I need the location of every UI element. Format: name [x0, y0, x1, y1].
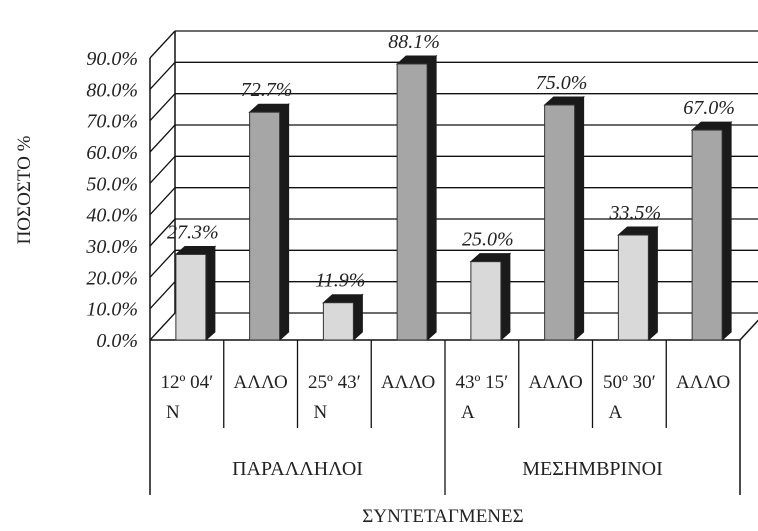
bar-side: [500, 252, 511, 342]
category-sublabel: N: [166, 402, 180, 423]
bar: [469, 252, 512, 342]
bar-front: [544, 104, 576, 341]
bar: [248, 103, 290, 342]
x-axis-table: 12º 04′ N ΑΛΛΟ 25º 43′ N ΑΛΛΟ 43º 15′ A ΑΛΛΟ 50º …: [149, 340, 741, 495]
bar: [690, 120, 733, 342]
data-label: 25.0%: [462, 229, 514, 251]
bar: [322, 293, 364, 342]
gridline-depth: [149, 249, 176, 278]
gridline-depth: [149, 124, 176, 153]
category-label: 43º 15′: [455, 372, 508, 393]
bar-side: [205, 245, 216, 342]
category-sublabel: N: [314, 402, 328, 423]
bar-side: [721, 120, 732, 342]
bar: [543, 95, 585, 342]
y-tick-label: 30.0%: [85, 236, 138, 258]
category-label: 50º 30′: [603, 372, 656, 393]
floor-right-edge: [739, 319, 758, 341]
bar: [617, 225, 659, 342]
gridline-depth: [149, 155, 176, 184]
bar-side: [279, 103, 290, 342]
category-label: ΑΛΛΟ: [234, 372, 288, 393]
gridline-depth: [149, 218, 176, 247]
y-tick-label: 0.0%: [96, 330, 138, 352]
data-label: 27.3%: [167, 221, 219, 243]
gridline-depth: [149, 187, 176, 216]
bar-front: [322, 302, 354, 341]
data-label: 72.7%: [241, 79, 293, 101]
y-tick-label: 10.0%: [86, 299, 138, 321]
data-label: 11.9%: [315, 270, 365, 292]
category-label: 25º 43′: [308, 372, 361, 393]
gridline-depth: [149, 30, 176, 59]
bar-front: [470, 261, 502, 341]
bar-front: [249, 111, 281, 341]
data-label: 33.5%: [609, 202, 662, 224]
category-label: ΑΛΛΟ: [381, 372, 435, 393]
bar-side: [574, 95, 585, 342]
y-tick-label: 60.0%: [86, 142, 138, 164]
x-axis-title: ΣΥΝΤΕΤΑΓΜΕΝΕΣ: [362, 506, 523, 527]
y-tick-label: 20.0%: [86, 267, 138, 289]
bar-front: [175, 253, 207, 341]
gridline-depth: [149, 93, 176, 122]
category-sublabel: A: [609, 402, 623, 423]
bar-front: [691, 129, 723, 341]
bar-side: [426, 54, 437, 342]
category-label: 12º 04′: [160, 372, 213, 393]
y-tick-label: 70.0%: [86, 111, 138, 133]
group-label: ΜΕΣΗΜΒΡΙΝΟΙ: [522, 458, 663, 480]
y-axis-title: ΠΟΣΟΣΤΟ %: [14, 135, 35, 244]
gridline-depth: [149, 312, 176, 341]
bar-front: [617, 234, 649, 341]
gridline-depth: [149, 281, 176, 310]
bars-layer: [174, 54, 733, 342]
bar-front: [396, 63, 428, 341]
category-label: ΑΛΛΟ: [529, 372, 583, 393]
bar: [395, 54, 438, 342]
group-label: ΠΑΡΑΛΛΗΛΟΙ: [232, 458, 363, 480]
data-label: 67.0%: [683, 97, 735, 119]
bar-side: [647, 225, 658, 342]
y-tick-label: 40.0%: [86, 205, 138, 227]
data-label: 88.1%: [388, 31, 440, 53]
y-tick-label: 90.0%: [86, 48, 138, 70]
category-label: ΑΛΛΟ: [676, 372, 730, 393]
data-label: 75.0%: [536, 72, 588, 94]
labels-layer: 27.3% 72.7% 11.9% 88.1% 25.0% 75.0% 33.5% 67.0%: [167, 31, 735, 292]
category-sublabel: A: [461, 402, 475, 423]
bar: [174, 245, 217, 342]
y-tick-label: 50.0%: [86, 173, 138, 195]
y-tick-label: 80.0%: [86, 79, 138, 101]
gridline-depth: [149, 61, 176, 90]
